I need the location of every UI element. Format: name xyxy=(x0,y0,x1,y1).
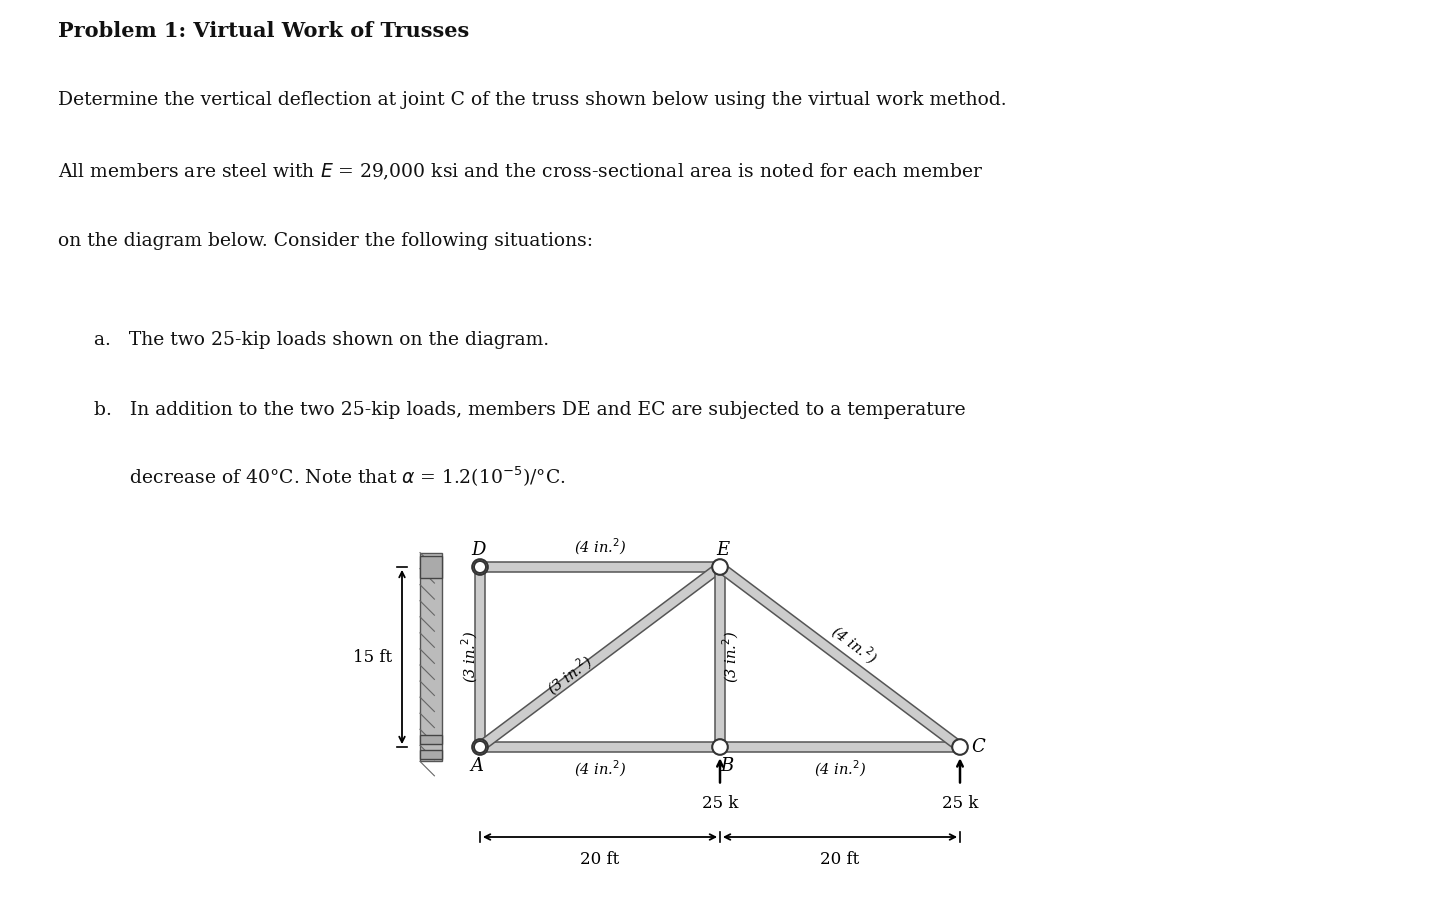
Polygon shape xyxy=(480,562,720,572)
Text: B: B xyxy=(720,757,734,775)
Bar xyxy=(420,735,442,744)
Circle shape xyxy=(472,559,488,575)
Text: (3 in.$^2$): (3 in.$^2$) xyxy=(720,631,742,683)
Text: All members are steel with $E$ = 29,000 ksi and the cross-sectional area is note: All members are steel with $E$ = 29,000 … xyxy=(58,162,984,182)
Text: Determine the vertical deflection at joint C of the truss shown below using the : Determine the vertical deflection at joi… xyxy=(58,92,1007,110)
Text: D: D xyxy=(472,541,485,559)
Text: a.   The two 25-kip loads shown on the diagram.: a. The two 25-kip loads shown on the dia… xyxy=(94,331,549,349)
Text: 20 ft: 20 ft xyxy=(821,851,860,868)
Text: 20 ft: 20 ft xyxy=(580,851,619,868)
Polygon shape xyxy=(475,567,485,747)
Text: (4 in.$^2$): (4 in.$^2$) xyxy=(827,621,881,669)
Bar xyxy=(420,553,442,761)
Circle shape xyxy=(713,559,727,575)
Text: (3 in.$^2$): (3 in.$^2$) xyxy=(459,631,480,683)
Circle shape xyxy=(472,739,488,755)
Text: 15 ft: 15 ft xyxy=(353,649,392,665)
Bar xyxy=(420,556,442,578)
Text: (4 in.$^2$): (4 in.$^2$) xyxy=(573,536,626,557)
Polygon shape xyxy=(477,563,723,751)
Polygon shape xyxy=(720,742,960,752)
Text: 25 k: 25 k xyxy=(701,795,739,812)
Text: b.   In addition to the two 25-kip loads, members DE and EC are subjected to a t: b. In addition to the two 25-kip loads, … xyxy=(94,401,965,419)
Text: (3 in.$^2$): (3 in.$^2$) xyxy=(543,651,598,699)
Text: A: A xyxy=(469,757,482,775)
Text: 25 k: 25 k xyxy=(942,795,978,812)
Text: Problem 1: Virtual Work of Trusses: Problem 1: Virtual Work of Trusses xyxy=(58,21,469,40)
Text: E: E xyxy=(716,541,729,559)
Text: on the diagram below. Consider the following situations:: on the diagram below. Consider the follo… xyxy=(58,232,593,250)
Text: (4 in.$^2$): (4 in.$^2$) xyxy=(814,759,867,779)
Circle shape xyxy=(713,739,727,755)
Text: decrease of 40°C. Note that $\alpha$ = 1.2(10$^{-5}$)/°C.: decrease of 40°C. Note that $\alpha$ = 1… xyxy=(94,464,564,490)
Circle shape xyxy=(474,561,487,573)
Circle shape xyxy=(474,741,487,753)
Text: C: C xyxy=(971,738,985,756)
Bar xyxy=(420,750,442,759)
Polygon shape xyxy=(480,742,720,752)
Polygon shape xyxy=(716,567,724,747)
Polygon shape xyxy=(717,563,963,751)
Circle shape xyxy=(952,739,968,755)
Text: (4 in.$^2$): (4 in.$^2$) xyxy=(573,759,626,779)
